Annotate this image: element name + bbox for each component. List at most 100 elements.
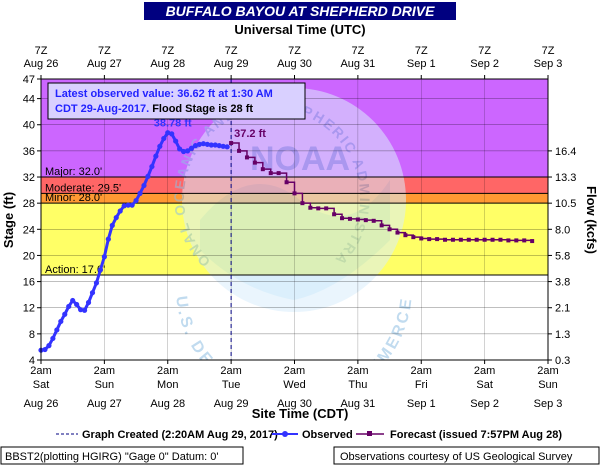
- legend: Graph Created (2:20AM Aug 29, 2017) Obse…: [56, 429, 562, 441]
- flow-axis-title: Flow (kcfs): [584, 186, 599, 254]
- footer-right-box: [333, 446, 600, 465]
- time-tick-date: Aug 27: [87, 398, 122, 410]
- observed-point: [101, 254, 107, 260]
- stage-tick-label: 16: [23, 277, 35, 289]
- observed-point: [109, 222, 115, 228]
- observed-point: [169, 131, 175, 137]
- utc-tick-time: 7Z: [542, 45, 555, 57]
- forecast-point: [490, 237, 495, 242]
- forecast-point: [363, 218, 368, 223]
- chart-title: BUFFALO BAYOU AT SHEPHERD DRIVE: [166, 3, 436, 19]
- forecast-point: [514, 238, 519, 243]
- observed-point: [125, 202, 131, 208]
- time-tick-time: 2am: [157, 365, 178, 377]
- observed-point: [62, 311, 68, 317]
- latest-value-line2: CDT 29-Aug-2017. Flood Stage is 28 ft: [55, 103, 253, 115]
- forecast-point: [379, 223, 384, 228]
- observed-point: [42, 346, 48, 353]
- flow-tick-label: 0.3: [555, 355, 570, 367]
- forecast-point: [308, 205, 313, 210]
- forecast-point: [435, 237, 440, 242]
- band-label-major: Major: 32.0': [45, 166, 102, 178]
- observed-point: [141, 182, 147, 189]
- flow-tick-label: 8.0: [555, 224, 570, 236]
- forecast-point: [276, 171, 281, 176]
- forecast-point: [355, 217, 360, 222]
- observed-point: [70, 297, 76, 304]
- utc-tick-time: 7Z: [288, 45, 301, 57]
- forecast-point: [340, 216, 345, 221]
- observed-point: [192, 143, 199, 149]
- forecast-point: [347, 216, 352, 221]
- forecast-point: [419, 236, 424, 241]
- time-tick-day: Sat: [476, 379, 493, 391]
- forecast-series: [229, 141, 535, 244]
- time-tick-time: 2am: [537, 365, 558, 377]
- svg-text:U.S. DEPARTMENT OF COMMERCE: U.S. DEPARTMENT OF COMMERCE: [172, 295, 416, 410]
- latest-value-box: Latest observed value: 36.62 ft at 1:30 …: [47, 82, 306, 120]
- flood-category-labels: Major: 32.0' Moderate: 29.5'Minor: 28.0' A…: [45, 166, 121, 276]
- utc-tick-date: Aug 30: [277, 58, 312, 70]
- forecast-point: [403, 233, 408, 238]
- observed-point: [78, 307, 84, 313]
- stage-tick-label: 4: [29, 355, 35, 367]
- legend-forecast: Forecast (issued 7:57PM Aug 28): [390, 429, 562, 441]
- observed-point: [58, 318, 64, 325]
- observed-point: [165, 130, 171, 136]
- observed-point: [89, 290, 96, 296]
- top-axis-title: Universal Time (UTC): [234, 22, 365, 37]
- utc-tick-time: 7Z: [98, 45, 111, 57]
- time-tick-date: Sep 2: [470, 398, 499, 410]
- utc-tick-date: Sep 2: [470, 58, 499, 70]
- forecast-point: [237, 148, 242, 153]
- observed-point: [105, 236, 111, 242]
- time-tick-time: 2am: [347, 365, 368, 377]
- forecast-point: [284, 180, 289, 185]
- observed-point: [161, 135, 167, 142]
- stage-tick-label: 40: [23, 120, 35, 132]
- bottom-axis-title: Site Time (CDT): [252, 406, 349, 421]
- utc-tick-date: Aug 26: [24, 58, 59, 70]
- legend-observed: Observed: [302, 429, 353, 441]
- flow-tick-label: 10.5: [555, 198, 576, 210]
- forecast-point: [244, 155, 249, 160]
- observed-point: [149, 163, 155, 170]
- observed-point: [74, 301, 80, 308]
- forecast-point: [268, 171, 273, 176]
- forecast-point: [229, 141, 234, 146]
- forecast-point: [316, 206, 321, 211]
- observed-point: [50, 335, 56, 342]
- stage-tick-label: 28: [23, 198, 35, 210]
- utc-tick-date: Aug 28: [150, 58, 185, 70]
- observed-point: [133, 197, 139, 204]
- forecast-point: [458, 237, 463, 242]
- time-tick-time: 2am: [220, 365, 241, 377]
- forecast-point: [466, 237, 471, 242]
- time-tick-date: Aug 30: [277, 398, 312, 410]
- stage-tick-label: 36: [23, 146, 35, 158]
- footer-left-box: [0, 446, 244, 465]
- observed-point: [177, 146, 183, 152]
- band-label-action: Action: 17.0': [45, 264, 105, 276]
- time-tick-time: 2am: [94, 365, 115, 377]
- utc-tick-date: Sep 3: [534, 58, 563, 70]
- utc-tick-time: 7Z: [161, 45, 174, 57]
- time-tick-date: Aug 28: [150, 398, 185, 410]
- time-tick-day: Tue: [222, 379, 241, 391]
- observed-point: [113, 214, 119, 221]
- observed-point: [173, 138, 179, 144]
- time-tick-date: Sep 3: [534, 398, 563, 410]
- observed-point: [129, 202, 135, 208]
- time-tick-day: Sat: [33, 379, 50, 391]
- flow-tick-label: 1.3: [555, 329, 570, 341]
- forecast-point: [506, 238, 511, 243]
- utc-tick-date: Sep 1: [407, 58, 436, 70]
- observed-point: [184, 148, 191, 154]
- forecast-point: [371, 218, 376, 223]
- observed-point: [196, 141, 203, 147]
- flow-tick-label: 16.4: [555, 146, 576, 158]
- observed-point: [93, 280, 100, 286]
- observed-point: [54, 327, 60, 333]
- forecast-point: [482, 237, 487, 242]
